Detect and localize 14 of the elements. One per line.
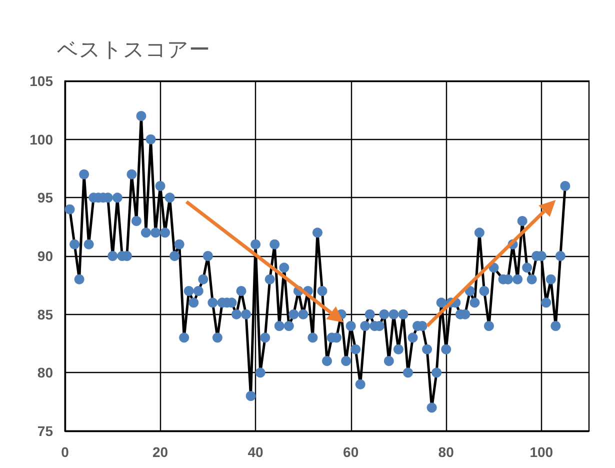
x-tick-label: 100 xyxy=(530,444,554,460)
y-tick-label: 85 xyxy=(37,306,54,322)
chart-title: ベストスコアー xyxy=(57,38,210,62)
y-tick-label: 95 xyxy=(37,190,54,206)
x-tick-label: 80 xyxy=(438,444,454,460)
y-tick-label: 100 xyxy=(30,131,54,148)
x-tick-label: 20 xyxy=(152,444,168,460)
y-tick-label: 75 xyxy=(37,423,54,439)
x-tick-label: 40 xyxy=(248,444,264,460)
y-tick-label: 105 xyxy=(30,73,54,89)
y-tick-label: 80 xyxy=(37,364,54,381)
x-tick-label: 60 xyxy=(343,444,359,460)
x-tick-label: 0 xyxy=(61,444,70,460)
y-tick-label: 90 xyxy=(37,248,54,264)
